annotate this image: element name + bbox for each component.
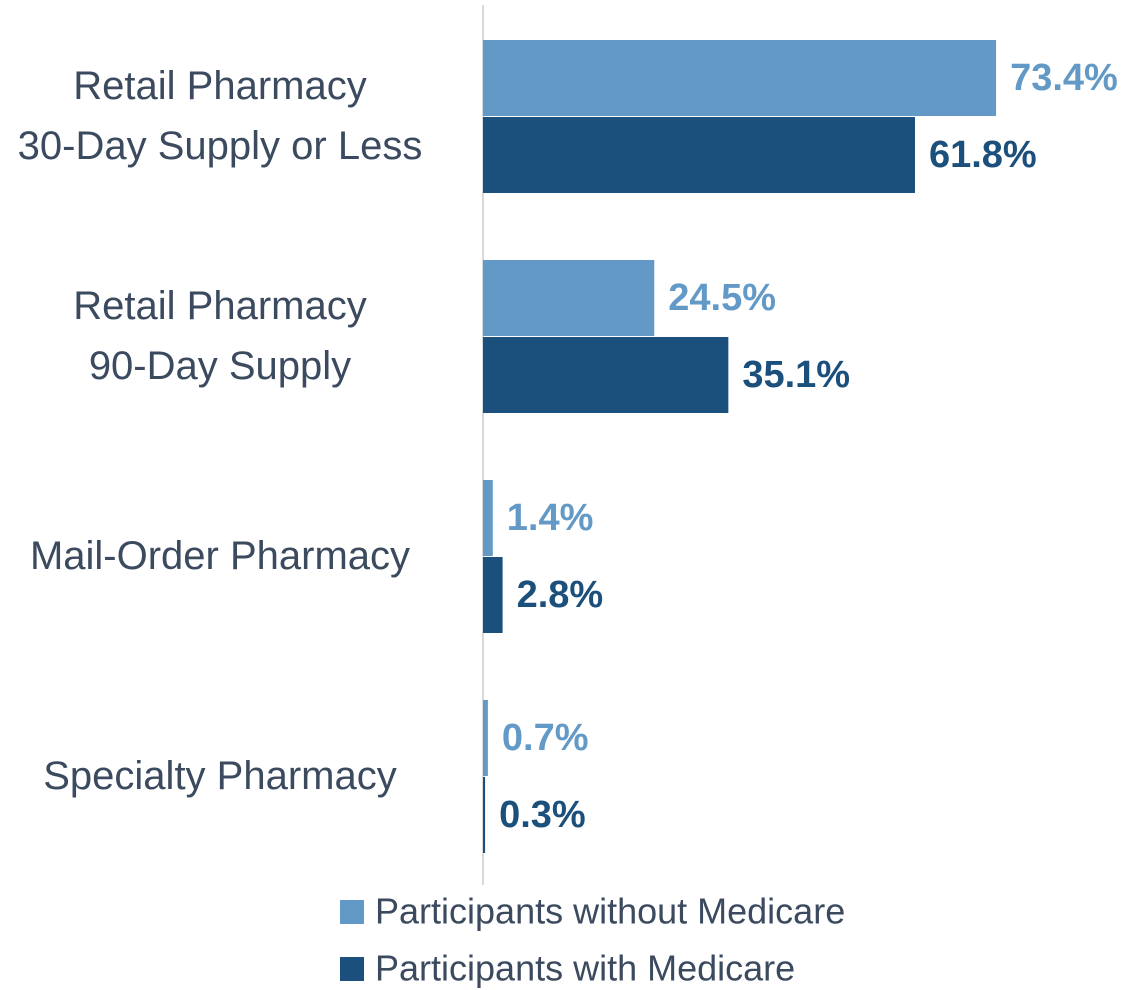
value-label: 61.8%: [929, 134, 1037, 176]
category-label: Retail Pharmacy 90-Day Supply: [73, 284, 367, 388]
bar: [483, 557, 503, 633]
legend-label: Participants with Medicare: [375, 948, 795, 989]
bar: [483, 40, 997, 116]
bar: [483, 337, 729, 413]
value-label: 0.7%: [502, 717, 589, 759]
legend-swatch: [340, 900, 364, 924]
value-label: 1.4%: [507, 497, 594, 539]
category-label: Retail Pharmacy 30-Day Supply or Less: [17, 64, 423, 168]
value-label: 24.5%: [668, 277, 776, 319]
value-label: 35.1%: [742, 354, 850, 396]
legend-label: Participants without Medicare: [375, 891, 845, 932]
category-label: Specialty Pharmacy: [43, 754, 397, 798]
category-label: Mail-Order Pharmacy: [29, 534, 411, 578]
value-label: 73.4%: [1010, 57, 1118, 99]
bar: [483, 260, 655, 336]
value-label: 2.8%: [517, 574, 604, 616]
bar: [483, 777, 486, 853]
bar: [483, 117, 915, 193]
value-label: 0.3%: [499, 794, 586, 836]
bar: [483, 480, 493, 556]
bar: [483, 700, 488, 776]
legend-swatch: [340, 957, 364, 981]
